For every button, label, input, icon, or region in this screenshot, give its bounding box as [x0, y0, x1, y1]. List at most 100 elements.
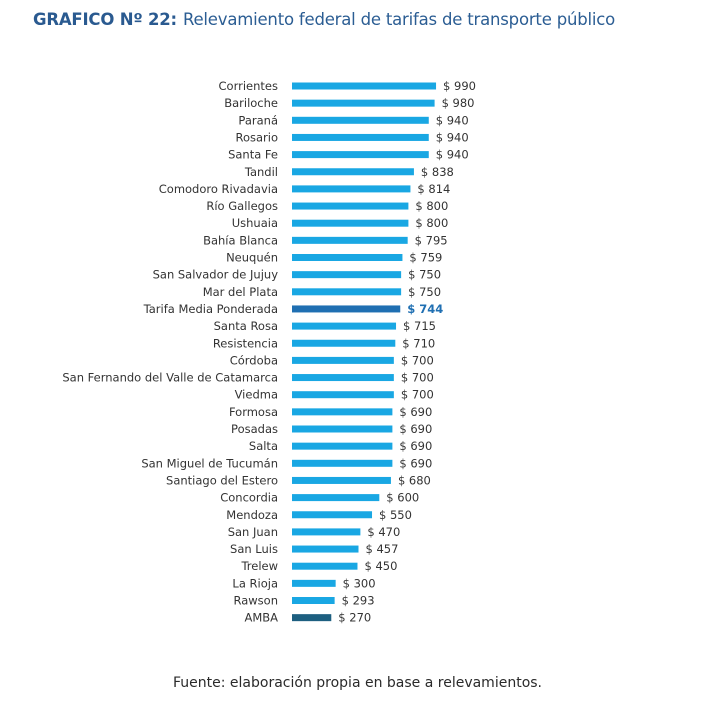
value-label-amba: $ 270 [338, 611, 371, 625]
bar-san-luis [292, 545, 359, 553]
category-label-neuquen: Neuquén [226, 251, 278, 265]
value-label-santiago-del-estero: $ 680 [398, 473, 431, 487]
category-label-salta: Salta [249, 439, 278, 453]
value-label-san-salvador-de-jujuy: $ 750 [408, 268, 441, 282]
bar-parana [292, 116, 429, 124]
bar-concordia [292, 494, 380, 502]
category-label-rosario: Rosario [235, 130, 278, 144]
source-note: Fuente: elaboración propia en base a rel… [173, 675, 542, 691]
value-label-concordia: $ 600 [386, 491, 419, 505]
chart-title-text: Relevamiento federal de tarifas de trans… [182, 10, 616, 29]
value-label-bariloche: $ 980 [442, 96, 475, 110]
bar-corrientes [292, 82, 437, 90]
category-label-san-salvador-de-jujuy: San Salvador de Jujuy [153, 268, 279, 282]
value-label-la-rioja: $ 300 [343, 576, 376, 590]
bar-mendoza [292, 511, 373, 519]
category-label-trelew: Trelew [240, 559, 278, 573]
bar-rosario [292, 133, 429, 141]
category-label-rawson: Rawson [233, 594, 278, 608]
value-label-san-juan: $ 470 [367, 525, 400, 539]
value-label-santa-rosa: $ 715 [403, 319, 436, 333]
value-label-comodoro-rivadavia: $ 814 [417, 182, 450, 196]
bar-san-salvador-de-jujuy [292, 271, 402, 279]
category-label-mendoza: Mendoza [226, 508, 278, 522]
bar-trelew [292, 562, 358, 570]
category-label-posadas: Posadas [231, 422, 278, 436]
category-label-cordoba: Córdoba [230, 353, 278, 367]
chart-title: GRAFICO Nº 22: Relevamiento federal de ta… [33, 10, 615, 29]
bar-comodoro-rivadavia [292, 185, 411, 193]
value-label-san-luis: $ 457 [365, 542, 398, 556]
bar-rawson [292, 597, 335, 604]
value-label-parana: $ 940 [436, 113, 469, 127]
bar-tandil [292, 168, 414, 176]
value-label-salta: $ 690 [399, 439, 432, 453]
bar-ushuaia [292, 219, 409, 227]
value-label-mendoza: $ 550 [379, 508, 412, 522]
value-label-rosario: $ 940 [436, 130, 469, 144]
value-label-ushuaia: $ 800 [415, 216, 448, 230]
category-label-san-juan: San Juan [228, 525, 278, 539]
category-label-comodoro-rivadavia: Comodoro Rivadavia [159, 182, 278, 196]
category-label-tarifa-media-ponderada: Tarifa Media Ponderada [143, 302, 278, 316]
bar-chart: Corrientes $ 990 Bariloche $ 980 Paraná $ 940… [62, 79, 476, 625]
value-label-rio-gallegos: $ 800 [415, 199, 448, 213]
bar-bahia-blanca [292, 236, 408, 244]
bar-santiago-del-estero [292, 476, 391, 484]
bar-santa-rosa [292, 322, 397, 330]
category-label-santiago-del-estero: Santiago del Estero [166, 473, 278, 487]
bar-bariloche [292, 99, 435, 107]
value-label-rawson: $ 293 [342, 594, 375, 608]
category-label-resistencia: Resistencia [213, 336, 278, 350]
chart-number: GRAFICO Nº 22: [33, 10, 177, 29]
bar-amba [292, 614, 332, 622]
bar-rio-gallegos [292, 202, 409, 210]
category-label-santa-rosa: Santa Rosa [214, 319, 278, 333]
value-label-corrientes: $ 990 [443, 79, 476, 93]
value-label-cordoba: $ 700 [401, 353, 434, 367]
bar-resistencia [292, 339, 396, 347]
value-label-trelew: $ 450 [364, 559, 397, 573]
bar-viedma [292, 391, 394, 399]
category-label-viedma: Viedma [235, 388, 278, 402]
bar-la-rioja [292, 579, 336, 587]
category-label-mar-del-plata: Mar del Plata [203, 285, 278, 299]
category-label-rio-gallegos: Río Gallegos [206, 199, 278, 213]
bar-santa-fe [292, 151, 429, 159]
bar-san-miguel-de-tucuman [292, 459, 393, 467]
bar-salta [292, 442, 393, 450]
category-label-san-fernando-del-valle-de-catamarca: San Fernando del Valle de Catamarca [62, 371, 278, 385]
category-label-concordia: Concordia [220, 491, 278, 505]
value-label-viedma: $ 700 [401, 388, 434, 402]
value-label-san-fernando-del-valle-de-catamarca: $ 700 [401, 371, 434, 385]
category-label-ushuaia: Ushuaia [232, 216, 278, 230]
bar-san-fernando-del-valle-de-catamarca [292, 374, 394, 382]
category-label-san-luis: San Luis [230, 542, 278, 556]
bar-formosa [292, 408, 393, 416]
category-label-san-miguel-de-tucuman: San Miguel de Tucumán [141, 456, 278, 470]
bar-tarifa-media-ponderada [292, 305, 401, 313]
category-label-formosa: Formosa [229, 405, 278, 419]
bar-cordoba [292, 356, 394, 364]
category-label-tandil: Tandil [244, 165, 278, 179]
bar-mar-del-plata [292, 288, 402, 296]
category-label-parana: Paraná [238, 113, 278, 127]
value-label-mar-del-plata: $ 750 [408, 285, 441, 299]
bar-san-juan [292, 528, 361, 536]
category-label-santa-fe: Santa Fe [228, 148, 278, 162]
value-label-posadas: $ 690 [399, 422, 432, 436]
category-label-bariloche: Bariloche [224, 96, 278, 110]
value-label-tandil: $ 838 [421, 165, 454, 179]
value-label-san-miguel-de-tucuman: $ 690 [399, 456, 432, 470]
category-label-bahia-blanca: Bahía Blanca [203, 233, 278, 247]
value-label-formosa: $ 690 [399, 405, 432, 419]
category-label-amba: AMBA [244, 611, 278, 625]
bar-posadas [292, 425, 393, 433]
bar-neuquen [292, 254, 403, 261]
category-label-la-rioja: La Rioja [232, 576, 278, 590]
value-label-tarifa-media-ponderada: $ 744 [407, 302, 443, 316]
category-label-corrientes: Corrientes [219, 79, 278, 93]
value-label-bahia-blanca: $ 795 [415, 233, 448, 247]
value-label-resistencia: $ 710 [402, 336, 435, 350]
value-label-santa-fe: $ 940 [436, 148, 469, 162]
